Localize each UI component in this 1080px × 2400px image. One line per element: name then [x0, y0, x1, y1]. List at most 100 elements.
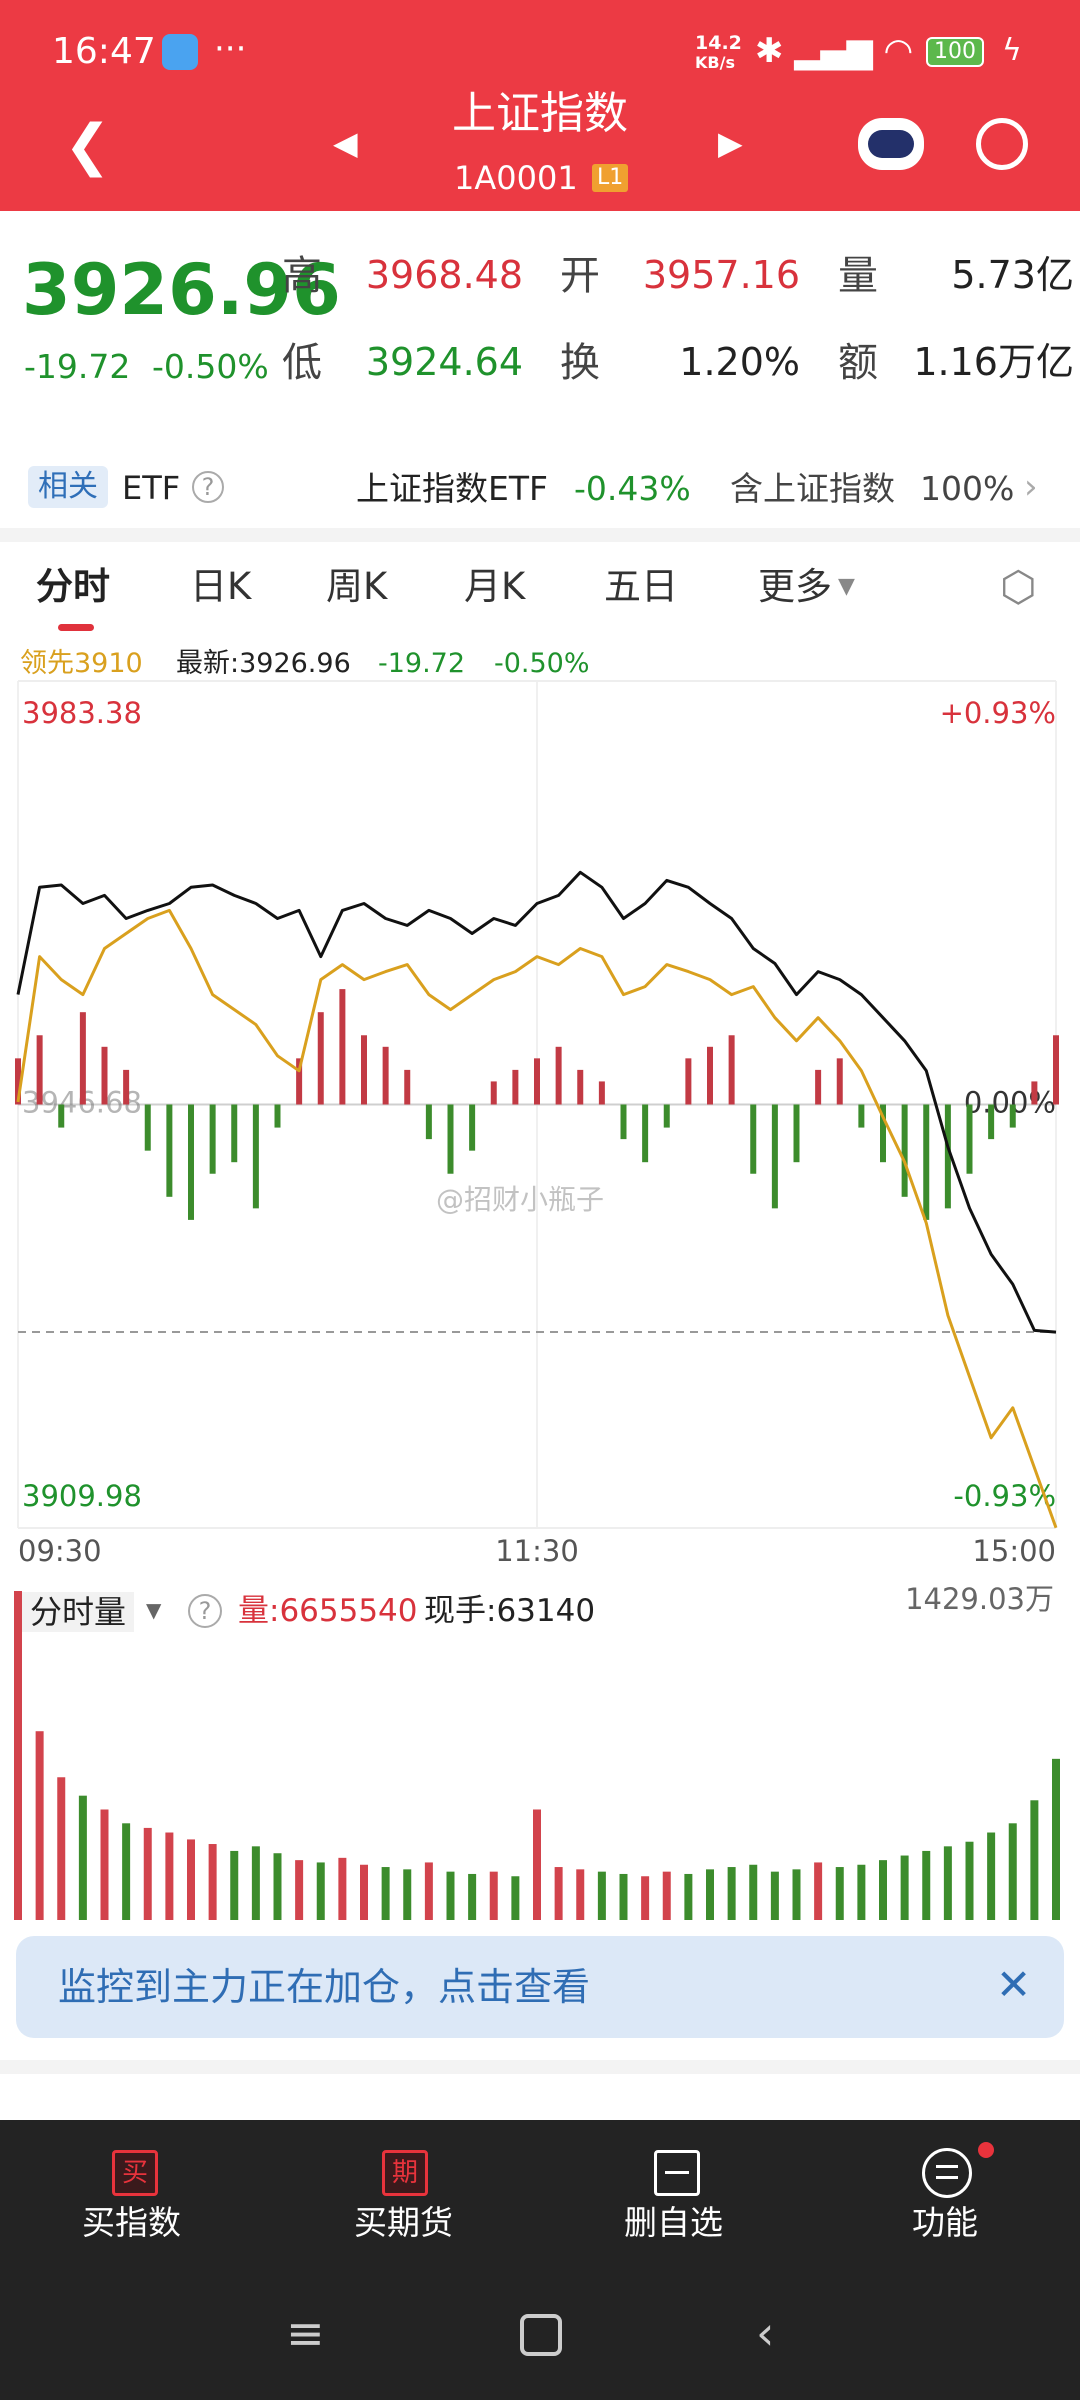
volume-bar	[835, 1867, 844, 1920]
tab[interactable]: 五日	[604, 565, 678, 608]
tab[interactable]: 分时	[36, 565, 110, 608]
bottom-nav: 买 买指数 期 买期货 删自选 功能 ≡ ‹	[0, 2120, 1080, 2400]
volume-bar	[14, 1591, 22, 1920]
volume-bar	[360, 1864, 368, 1920]
tab-indicator	[58, 624, 94, 631]
strength-bar	[274, 1104, 281, 1128]
volume-bar	[230, 1850, 239, 1920]
volume-bar	[576, 1869, 585, 1920]
strength-bar	[966, 1104, 973, 1174]
volume-bar	[273, 1853, 282, 1920]
strength-bar	[490, 1081, 497, 1105]
y-tick-label: 3983.38	[22, 696, 142, 730]
stat-label: 低	[282, 340, 322, 386]
stat-label: 开	[560, 253, 600, 299]
tab[interactable]: 周K	[326, 565, 388, 608]
alert-banner[interactable]: 监控到主力正在加仓，点击查看 ✕	[16, 1936, 1064, 2038]
net-unit: KB/s	[695, 53, 735, 72]
strength-bar	[923, 1104, 930, 1220]
banner-text: 监控到主力正在加仓，点击查看	[58, 1965, 591, 2009]
strength-bar	[944, 1104, 951, 1209]
strength-bar	[1053, 1035, 1059, 1105]
volume-bar	[706, 1869, 714, 1920]
volume-bar	[1008, 1823, 1017, 1920]
strength-bar	[166, 1104, 173, 1197]
charging: ϟ	[1002, 33, 1022, 68]
volume-bar	[879, 1860, 887, 1920]
volume-bar	[122, 1823, 131, 1920]
help-icon[interactable]: ?	[192, 471, 224, 503]
volume-bar	[187, 1839, 195, 1920]
nav-label[interactable]: 买指数	[82, 2203, 181, 2242]
volume-bar	[468, 1873, 477, 1920]
strength-bar	[836, 1058, 843, 1105]
volume-bar	[338, 1857, 347, 1920]
stat-value: 3968.48	[365, 253, 523, 297]
strength-bar	[728, 1035, 735, 1105]
strength-bar	[447, 1104, 454, 1174]
strength-bar	[815, 1069, 822, 1105]
volume-bar	[424, 1862, 433, 1920]
tab[interactable]: 日K	[190, 565, 252, 608]
signal-icons: ✱ ▂▄▆ ◠	[755, 31, 914, 71]
stat-value: 3957.16	[642, 253, 800, 297]
change-pct: -0.50%	[152, 347, 269, 386]
nav-label[interactable]: 买期货	[354, 2203, 453, 2242]
volume-current: 量:6655540	[238, 1593, 418, 1629]
strength-bar	[620, 1104, 627, 1140]
volume-bar	[208, 1844, 217, 1920]
page-title: 上证指数	[452, 88, 628, 139]
next-button[interactable]: ▶	[718, 124, 743, 162]
etf-tag: 相关	[28, 466, 108, 508]
strength-bar	[361, 1035, 367, 1105]
strength-bar	[880, 1104, 886, 1163]
strength-bar	[598, 1081, 605, 1105]
tab[interactable]: 更多	[758, 565, 832, 608]
volume-bar	[749, 1864, 758, 1920]
search-button[interactable]	[976, 118, 1028, 170]
strength-bar	[512, 1069, 519, 1105]
dropdown-arrow: ▼	[838, 574, 855, 599]
strength-bar	[663, 1104, 670, 1128]
volume-bar	[251, 1846, 260, 1920]
system-menu[interactable]: ≡	[286, 2306, 325, 2360]
chevron[interactable]: ›	[1024, 467, 1038, 507]
dropdown-arrow: ▼	[146, 1598, 162, 1622]
volume-bar	[641, 1876, 650, 1920]
y2-tick-label: +0.93%	[940, 696, 1056, 730]
back-button[interactable]: ❮	[64, 113, 111, 178]
etf-name[interactable]: 上证指数ETF	[356, 469, 548, 508]
tab[interactable]: 月K	[464, 565, 526, 608]
nav-label[interactable]: 删自选	[624, 2203, 723, 2242]
volume-bar	[554, 1867, 563, 1920]
nav-icon: 期	[382, 2150, 428, 2196]
stat-value: 3924.64	[365, 340, 523, 384]
system-back[interactable]: ‹	[756, 2306, 775, 2360]
volume-bar	[792, 1869, 801, 1920]
etf-change: -0.43%	[574, 469, 691, 508]
price-line	[16, 870, 1057, 1334]
strength-bar	[750, 1104, 757, 1174]
strength-bar	[707, 1046, 713, 1105]
strength-bar	[771, 1104, 778, 1209]
settings-icon[interactable]: ⬡	[1000, 562, 1037, 611]
volume-bar	[900, 1855, 909, 1920]
legend-change-pct: -0.50%	[494, 648, 590, 679]
strength-bar	[252, 1104, 259, 1209]
volume-hand: 现手:63140	[424, 1593, 596, 1629]
legend-change: -19.72	[378, 648, 466, 679]
x-tick-label: 11:30	[495, 1534, 579, 1568]
strength-bar	[101, 1046, 108, 1105]
close-button[interactable]: ✕	[996, 1960, 1032, 2009]
help-icon[interactable]: ?	[188, 1594, 222, 1628]
nav-icon	[654, 2150, 700, 2196]
nav-icon: 买	[112, 2150, 158, 2196]
robot-icon[interactable]	[858, 118, 924, 170]
nav-label[interactable]: 功能	[912, 2203, 978, 2242]
prev-button[interactable]: ◀	[333, 124, 358, 162]
volume-title[interactable]: 分时量	[22, 1592, 135, 1632]
strength-bar	[36, 1035, 43, 1105]
stat-value: 1.16万亿	[913, 340, 1074, 384]
system-home[interactable]	[520, 2314, 562, 2356]
